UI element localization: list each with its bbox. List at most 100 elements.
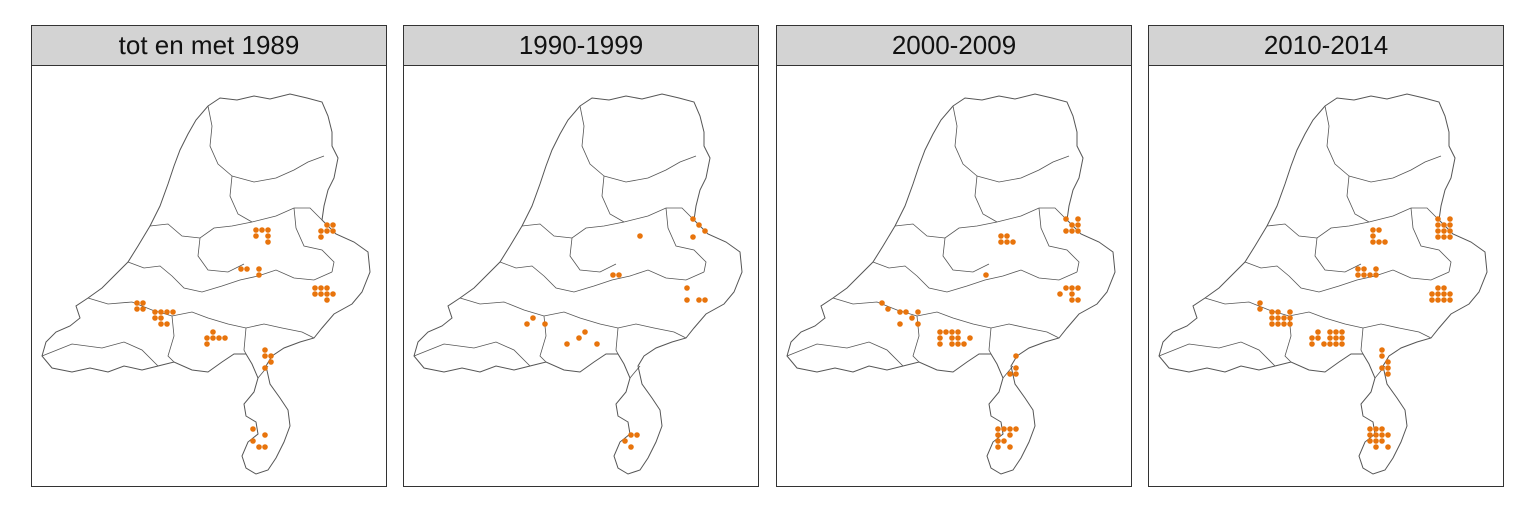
province-border (615, 327, 619, 355)
province-border (1368, 207, 1440, 223)
panel-header: 2010-2014 (1149, 26, 1503, 66)
observation-dot (1373, 444, 1379, 450)
province-border (988, 327, 992, 355)
observation-dot (622, 438, 628, 444)
observation-dot (1385, 365, 1391, 371)
observation-dot (1001, 438, 1007, 444)
province-border (603, 155, 697, 183)
observation-dot (318, 285, 324, 291)
observation-dot (955, 335, 961, 341)
observation-dot (210, 335, 216, 341)
observation-dot (1057, 291, 1063, 297)
observation-dot (1370, 227, 1376, 233)
province-border (231, 155, 325, 183)
observation-dot (702, 297, 708, 303)
observation-dot (1435, 234, 1441, 240)
province-border (1002, 365, 1014, 379)
province-border (207, 105, 233, 177)
observation-dot (1069, 297, 1075, 303)
observation-dot (1447, 297, 1453, 303)
observation-dot (1269, 315, 1275, 321)
observation-dot (204, 341, 210, 347)
observation-dot (1013, 371, 1019, 377)
observation-dot (1327, 341, 1333, 347)
observation-dot (1001, 426, 1007, 432)
observation-dot (1385, 444, 1391, 450)
observation-dot (1063, 228, 1069, 234)
observation-dot (1441, 234, 1447, 240)
observation-dot (915, 309, 921, 315)
province-border (1346, 175, 1370, 223)
observation-dot (530, 315, 536, 321)
panel-title: 1990-1999 (518, 30, 644, 60)
observation-dot (1069, 291, 1075, 297)
observation-dot (134, 300, 140, 306)
observation-dot (324, 228, 330, 234)
province-border (1158, 341, 1276, 367)
observation-dot (158, 315, 164, 321)
country-outline (786, 93, 1116, 475)
observation-dot (262, 432, 268, 438)
observation-dot (897, 309, 903, 315)
netherlands-map (1158, 93, 1488, 475)
observation-dot (1441, 297, 1447, 303)
observation-dot (955, 329, 961, 335)
observation-dot (610, 272, 616, 278)
observation-dot (1385, 371, 1391, 377)
observation-dot (1275, 321, 1281, 327)
observation-dot (318, 228, 324, 234)
observation-dot (262, 353, 268, 359)
observation-dot (628, 432, 634, 438)
observation-dot (1069, 285, 1075, 291)
observation-dot (1075, 228, 1081, 234)
province-border (149, 221, 253, 239)
observation-dot (1315, 335, 1321, 341)
observation-dot (1379, 353, 1385, 359)
observation-dot (265, 233, 271, 239)
observation-dot (1441, 291, 1447, 297)
observation-dot (324, 291, 330, 297)
province-border (1360, 327, 1364, 355)
observation-dot (256, 444, 262, 450)
observation-dot (1435, 216, 1441, 222)
observation-dot (983, 272, 989, 278)
province-border (1324, 105, 1350, 177)
observation-dot (998, 239, 1004, 245)
observation-dot (1007, 432, 1013, 438)
observation-dot (628, 444, 634, 450)
panel-title: tot en met 1989 (118, 30, 300, 60)
observation-dot (690, 234, 696, 240)
observation-dot (1370, 233, 1376, 239)
observation-dot (1287, 315, 1293, 321)
province-border (623, 207, 695, 223)
observation-dot (1339, 335, 1345, 341)
observation-dot (1327, 335, 1333, 341)
observation-dot (1075, 222, 1081, 228)
observation-dot (259, 227, 265, 233)
observation-dot (1373, 426, 1379, 432)
country-outline (41, 93, 371, 475)
province-border (127, 261, 333, 293)
panel-4: 2010-2014 (1148, 25, 1504, 487)
observation-dot (318, 234, 324, 240)
observation-dot (265, 227, 271, 233)
observation-dot (1309, 335, 1315, 341)
province-border (1348, 155, 1442, 183)
observation-dot (318, 291, 324, 297)
observation-dot (937, 335, 943, 341)
province-border (229, 175, 253, 223)
province-border (521, 221, 625, 239)
observation-dot (262, 365, 268, 371)
observation-dot (1309, 341, 1315, 347)
observation-dot (1355, 272, 1361, 278)
province-border (499, 261, 705, 293)
observation-dot (1373, 432, 1379, 438)
observation-dot (216, 335, 222, 341)
observation-dot (164, 321, 170, 327)
province-border (665, 207, 707, 273)
observation-dot (903, 309, 909, 315)
observation-dot (1367, 426, 1373, 432)
observation-dot (542, 321, 548, 327)
observation-dot (210, 329, 216, 335)
observation-dot (312, 291, 318, 297)
